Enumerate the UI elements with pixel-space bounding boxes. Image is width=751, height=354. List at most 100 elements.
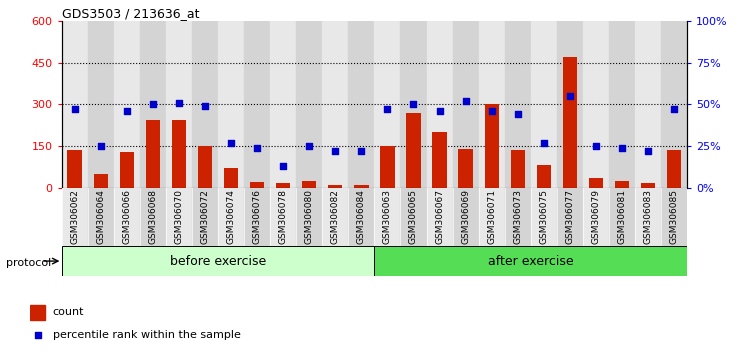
Bar [30,305,45,320]
Point [382,107,394,112]
Bar [635,188,661,246]
Bar [166,188,192,246]
Bar [556,188,583,246]
Bar [400,188,427,246]
Point [486,108,498,114]
Text: GSM306085: GSM306085 [670,189,679,244]
Bar [427,188,453,246]
Point [408,102,420,107]
Bar [276,183,291,188]
Bar [453,188,478,246]
Bar [113,188,140,246]
Point [642,148,654,154]
Bar [348,188,374,246]
Bar [94,174,108,188]
Bar [374,246,687,276]
Bar [296,188,322,246]
Point [433,108,445,114]
Text: GSM306063: GSM306063 [383,189,392,244]
Bar [224,168,238,188]
Bar [62,21,88,188]
Bar [589,178,603,188]
Bar [427,21,453,188]
Point [95,143,107,149]
Bar [615,181,629,188]
Point [199,103,211,109]
Point [355,148,367,154]
Bar [478,188,505,246]
Point [173,100,185,105]
Bar [119,152,134,188]
Bar [218,21,244,188]
Bar [505,188,531,246]
Bar [400,21,427,188]
Point [68,107,80,112]
Bar [88,188,113,246]
Bar [146,120,160,188]
Text: GSM306084: GSM306084 [357,189,366,244]
Text: after exercise: after exercise [488,255,574,268]
Text: GSM306071: GSM306071 [487,189,496,244]
Bar [322,188,348,246]
Text: GSM306075: GSM306075 [539,189,548,244]
Bar [478,21,505,188]
Bar [172,120,186,188]
Bar [250,182,264,188]
Bar [322,21,348,188]
Bar [667,150,681,188]
Bar [328,185,342,188]
Text: GSM306083: GSM306083 [644,189,653,244]
Bar [270,188,296,246]
Bar [458,149,473,188]
Bar [296,21,322,188]
Bar [270,21,296,188]
Text: GSM306078: GSM306078 [279,189,288,244]
Point [668,107,680,112]
Text: GSM306074: GSM306074 [227,189,236,244]
Text: GDS3503 / 213636_at: GDS3503 / 213636_at [62,7,199,20]
Point [146,102,158,107]
Text: GSM306062: GSM306062 [70,189,79,244]
Point [280,207,292,212]
Point [251,145,263,150]
Point [538,140,550,145]
Text: percentile rank within the sample: percentile rank within the sample [53,330,240,339]
Text: GSM306066: GSM306066 [122,189,131,244]
Bar [113,21,140,188]
Bar [609,21,635,188]
Text: protocol: protocol [6,258,51,268]
Bar [511,150,525,188]
Text: GSM306065: GSM306065 [409,189,418,244]
Text: count: count [53,307,84,317]
Bar [609,188,635,246]
Bar [556,21,583,188]
Bar [244,188,270,246]
Bar [635,21,661,188]
Text: GSM306069: GSM306069 [461,189,470,244]
Bar [374,188,400,246]
Text: GSM306080: GSM306080 [305,189,314,244]
Text: GSM306064: GSM306064 [96,189,105,244]
Bar [531,21,556,188]
Bar [583,188,609,246]
Bar [433,132,447,188]
Point [329,148,341,154]
Bar [537,165,551,188]
Bar [192,188,218,246]
Bar [374,21,400,188]
Point [616,145,628,150]
Text: GSM306067: GSM306067 [435,189,444,244]
Bar [68,150,82,188]
Bar [62,246,374,276]
Point [511,112,523,117]
Text: GSM306076: GSM306076 [252,189,261,244]
Bar [244,21,270,188]
Point [460,98,472,104]
Bar [406,113,421,188]
Bar [562,57,577,188]
Text: GSM306073: GSM306073 [513,189,522,244]
Point [277,163,289,169]
Text: GSM306079: GSM306079 [592,189,601,244]
Text: GSM306068: GSM306068 [148,189,157,244]
Point [225,140,237,145]
